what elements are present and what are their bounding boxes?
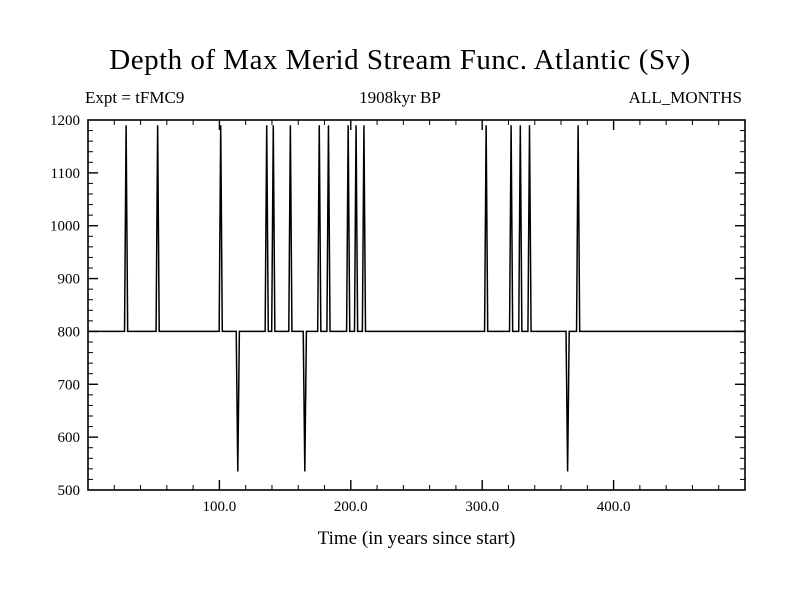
x-tick-label: 400.0 [597,499,631,515]
experiment-label: Expt = tFMC9 [85,88,185,107]
y-tick-label: 1100 [51,166,80,182]
y-tick-label: 900 [58,272,81,288]
chart-title: Depth of Max Merid Stream Func. Atlantic… [109,44,691,76]
y-tick-label: 800 [58,324,81,340]
x-tick-label: 300.0 [465,499,499,515]
data-line [88,125,745,472]
months-label: ALL_MONTHS [628,88,742,107]
y-tick-label: 1000 [50,219,80,235]
x-tick-label: 200.0 [334,499,368,515]
y-tick-label: 600 [58,430,81,446]
y-tick-label: 1200 [50,113,80,129]
time-bp-label: 1908kyr BP [359,88,441,107]
x-tick-label: 100.0 [203,499,237,515]
y-tick-label: 500 [58,483,81,499]
plot-box [87,119,746,491]
x-axis-title: Time (in years since start) [317,528,516,549]
y-tick-label: 700 [58,377,81,393]
